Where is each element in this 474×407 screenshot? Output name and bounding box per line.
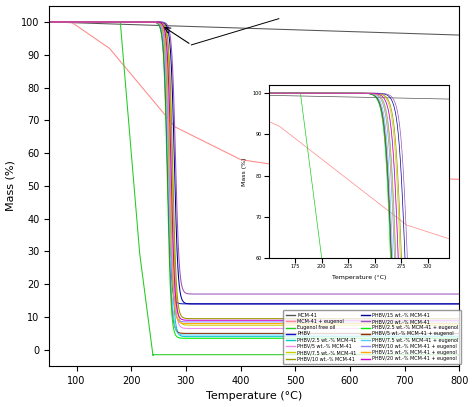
Y-axis label: Mass (%): Mass (%) [6,160,16,211]
X-axis label: Temperature (°C): Temperature (°C) [206,392,302,401]
Legend: MCM-41, MCM-41 + eugenol, Eugenol free oil, PHBV, PHBV/2.5 wt.-% MCM-41, PHBV/5 : MCM-41, MCM-41 + eugenol, Eugenol free o… [283,311,461,364]
